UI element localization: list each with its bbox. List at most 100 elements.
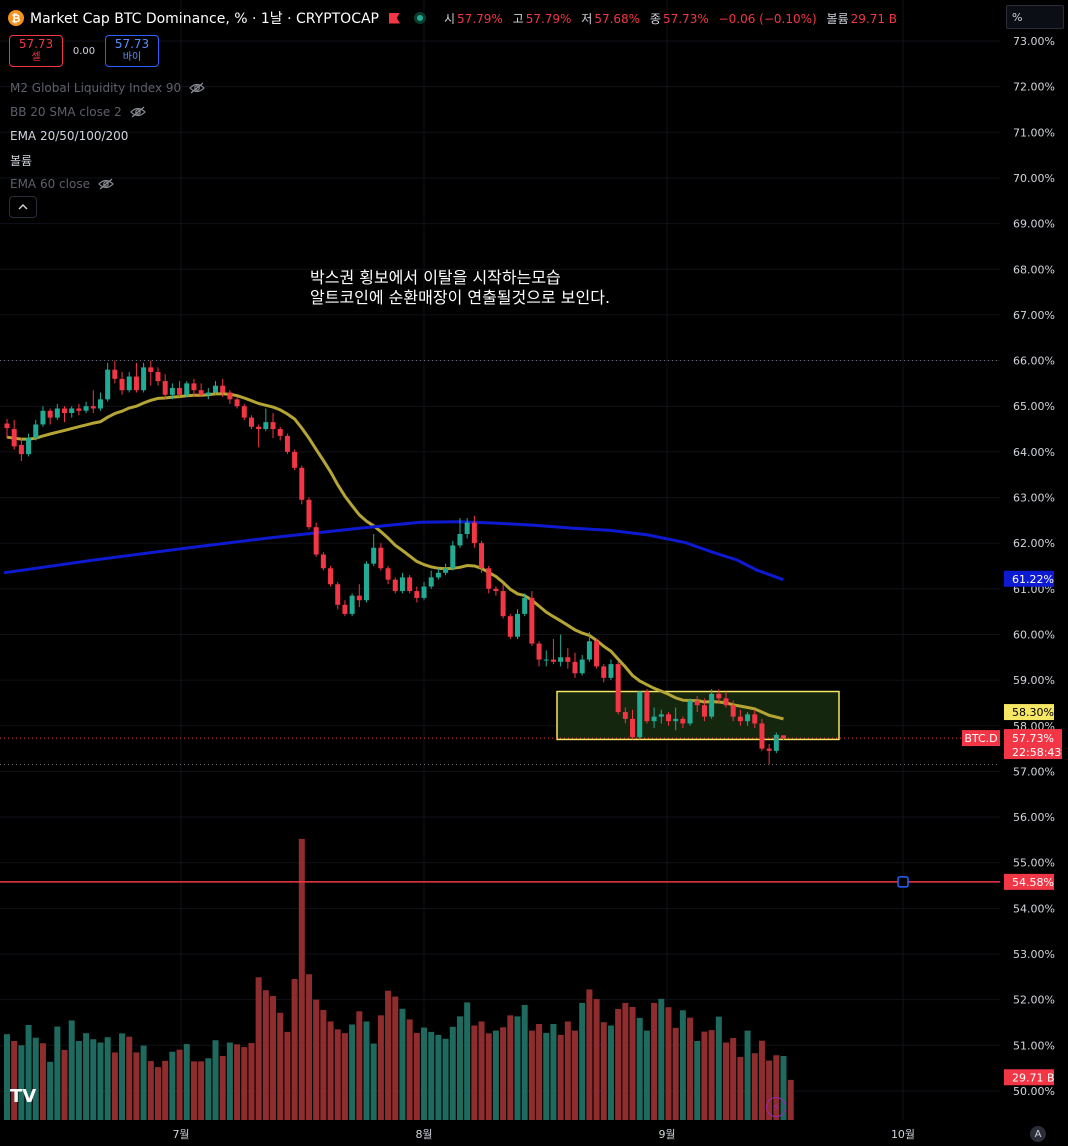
volume-bar: [629, 1006, 636, 1120]
candle-body: [637, 691, 643, 738]
bolt-icon[interactable]: ⚡: [766, 1097, 786, 1117]
indicator-ema60[interactable]: EMA 60 close: [10, 172, 205, 196]
candle-body: [270, 422, 276, 430]
indicator-legend: M2 Global Liquidity Index 90 BB 20 SMA c…: [10, 76, 206, 196]
candle-body: [673, 718, 679, 722]
volume-bar: [25, 1025, 32, 1120]
symbol-title[interactable]: Market Cap BTC Dominance, % · 1날 · CRYPT…: [30, 11, 379, 27]
indicator-ema[interactable]: EMA 20/50/100/200: [10, 124, 205, 148]
y-tick-label: 60.00%: [1013, 628, 1055, 641]
spread-value: 0.00: [72, 45, 96, 57]
eye-off-icon[interactable]: [129, 106, 146, 118]
volume-bar: [421, 1027, 428, 1120]
price-tag: 58.30%: [1012, 706, 1054, 719]
y-tick-label: 50.00%: [1013, 1085, 1055, 1098]
volume-bar: [572, 1030, 579, 1120]
candle-body: [33, 424, 39, 439]
volume-bar: [219, 1055, 226, 1120]
candle-body: [701, 705, 707, 717]
volume-bar: [327, 1021, 334, 1120]
candle-body: [730, 705, 736, 717]
indicator-volume[interactable]: 볼륨: [10, 148, 205, 172]
eye-off-icon[interactable]: [189, 82, 206, 94]
y-tick-label: 54.00%: [1013, 902, 1055, 915]
candle-body: [759, 723, 765, 749]
last-price-tag: 57.73%: [1012, 732, 1054, 745]
flag-icon[interactable]: [389, 12, 400, 24]
volume-bar: [780, 1055, 787, 1120]
bitcoin-logo-icon: ₿: [8, 10, 24, 26]
candle-body: [241, 406, 247, 418]
candle-body: [47, 410, 53, 418]
candle-body: [69, 408, 75, 414]
buy-button[interactable]: 57.73 바이: [105, 35, 159, 67]
reference-lines: [0, 360, 1000, 888]
candle-body: [349, 595, 355, 614]
range-box[interactable]: [556, 690, 840, 741]
indicator-m2-liquidity[interactable]: M2 Global Liquidity Index 90: [10, 76, 206, 100]
collapse-legend-button[interactable]: [9, 196, 37, 218]
eye-off-icon[interactable]: [98, 178, 114, 190]
indicator-label: EMA 20/50/100/200: [10, 129, 129, 143]
volume-bar: [773, 1055, 780, 1120]
candle-body: [364, 563, 369, 601]
high-key: 고: [512, 11, 524, 26]
candle-body: [450, 545, 456, 569]
price-axis[interactable]: 73.00% 72.00% 71.00% 70.00% 69.00% 68.00% 67.0…: [1013, 35, 1055, 1098]
candle-body: [191, 383, 197, 391]
volume-bar: [730, 1037, 737, 1120]
candle-body: [205, 392, 211, 395]
candle-body: [522, 597, 528, 614]
auto-scale-button[interactable]: A: [1030, 1126, 1046, 1142]
volume-bar: [672, 1027, 679, 1120]
volume-bar: [298, 838, 305, 1120]
candle-body: [457, 534, 463, 546]
y-tick-label: 55.00%: [1013, 857, 1055, 870]
volume-bar: [126, 1036, 133, 1120]
chart-annotation-text[interactable]: 박스권 횡보에서 이탈을 시작하는모습 알트코인에 순환매장이 연출될것으로 보…: [310, 268, 611, 307]
candle-body: [428, 577, 434, 587]
volume-bar: [607, 1025, 614, 1120]
candle-body: [4, 423, 10, 429]
ema-short-line: [6, 392, 784, 721]
candle-body: [76, 408, 82, 411]
volume-bar: [75, 1041, 82, 1120]
candle-body: [615, 664, 621, 713]
candle-body: [83, 406, 89, 411]
candle-body: [335, 584, 341, 605]
volume-bar: [356, 1011, 363, 1120]
y-tick-label: 73.00%: [1013, 35, 1055, 48]
chart-grid: [0, 0, 1000, 1120]
sell-price: 57.73: [18, 37, 54, 51]
scale-mode-button[interactable]: %: [1006, 5, 1064, 29]
volume-bar: [377, 1015, 384, 1120]
candle-body: [486, 568, 492, 589]
indicator-bb[interactable]: BB 20 SMA close 2: [10, 100, 205, 124]
price-tag-bg: [1004, 704, 1054, 721]
volume-bar: [385, 990, 392, 1120]
price-tag: 61.22%: [1012, 573, 1054, 586]
market-status-icon[interactable]: [414, 12, 426, 24]
candle-body: [256, 426, 262, 430]
candle-body: [105, 369, 111, 400]
tradingview-logo[interactable]: TV: [10, 1086, 37, 1107]
volume-bar: [320, 1010, 327, 1120]
y-tick-label: 57.00%: [1013, 765, 1055, 778]
volume-bar: [715, 1016, 722, 1120]
volume-bar: [140, 1045, 147, 1120]
candle-body: [529, 597, 535, 644]
candle-body: [177, 387, 183, 395]
price-tag: 54.58%: [1012, 876, 1054, 889]
volume-bar: [787, 1079, 794, 1120]
volume-bar: [622, 1002, 629, 1120]
volume-bar: [90, 1039, 97, 1120]
candle-body: [766, 748, 772, 751]
time-axis[interactable]: 7월 8월 9월 10월: [172, 1128, 915, 1141]
line-handle[interactable]: [897, 876, 909, 888]
candle-body: [371, 547, 377, 564]
candle-body: [313, 527, 319, 555]
sell-button[interactable]: 57.73 셀: [9, 35, 63, 67]
volume-bar: [169, 1051, 176, 1120]
volume-bar: [370, 1043, 377, 1120]
